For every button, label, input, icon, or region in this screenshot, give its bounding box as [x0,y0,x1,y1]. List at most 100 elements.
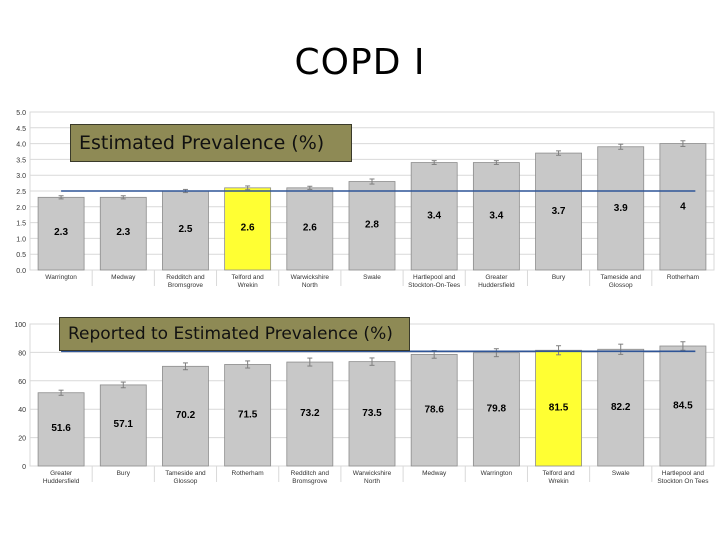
value-label: 73.5 [362,408,382,419]
error-bar [58,389,64,396]
bar [659,345,707,467]
y-tick-label: 5.0 [16,110,26,117]
category-label: Hartlepool and Stockton-On-Tees [408,274,461,289]
value-label: 2.8 [365,220,379,231]
value-label: 2.5 [179,224,193,235]
category-label: Medway [422,470,447,477]
bar [224,364,272,467]
y-tick-label: 40 [18,407,26,414]
y-tick-label: 1.0 [16,236,26,243]
category-label: Bury [552,274,566,281]
value-label: 79.8 [487,404,507,415]
bar [348,361,396,467]
reported-to-estimated-title: Reported to Estimated Prevalence (%) [59,317,410,351]
slide-title: COPD I [294,42,426,83]
error-bar [58,195,64,200]
category-label: Warrington [45,274,77,281]
category-label: Telford and Wrekin [542,470,575,485]
error-bar [431,160,437,165]
y-tick-label: 100 [14,322,26,329]
value-label: 81.5 [549,402,569,413]
category-label: Greater Huddersfield [43,470,80,485]
category-label: Bury [117,470,131,477]
category-label: Redditch and Bromsgrove [291,470,330,485]
bar [99,196,147,271]
bar [472,352,520,467]
value-label: 51.6 [51,423,71,434]
bar [99,384,147,467]
value-label: 71.5 [238,409,258,420]
error-bar [120,195,126,200]
category-label: Swale [363,274,381,281]
error-bar [556,345,562,356]
y-tick-label: 2.5 [16,189,26,196]
y-tick-label: 0.5 [16,252,26,259]
category-label: Telford and Wrekin [232,274,265,289]
error-bar [369,178,375,185]
category-label: Tameside and Glossop [165,470,206,485]
value-label: 82.2 [611,402,631,413]
y-tick-label: 60 [18,379,26,386]
y-tick-label: 4.0 [16,142,26,149]
value-label: 73.2 [300,408,320,419]
value-label: 70.2 [176,410,196,421]
value-label: 2.3 [54,227,68,238]
value-label: 2.6 [303,223,317,234]
category-label: Greater Huddersfield [478,274,515,289]
value-label: 57.1 [114,419,134,430]
y-tick-label: 0 [22,464,26,471]
error-bar [556,150,562,156]
bar [37,196,85,271]
category-label: Swale [612,470,630,477]
error-bar [307,185,313,190]
error-bar [618,343,624,355]
error-bar [493,160,499,165]
value-label: 78.6 [424,404,444,415]
bar [286,361,334,467]
error-bar [493,348,499,358]
bar [286,187,334,271]
category-label: Tameside and Glossop [600,274,641,289]
bar [535,152,582,271]
y-tick-label: 0.0 [16,268,26,275]
y-tick-label: 2.0 [16,205,26,212]
error-bar [680,140,686,147]
bar [659,143,707,271]
category-label: Rotherham [667,274,699,281]
bar [472,162,520,271]
y-tick-label: 1.5 [16,221,26,228]
estimated-prevalence-title: Estimated Prevalence (%) [70,124,352,162]
value-label: 2.3 [116,227,130,238]
value-label: 3.4 [489,210,503,221]
value-label: 3.7 [552,206,566,217]
category-label: Warwickshire North [291,274,330,289]
y-tick-label: 80 [18,350,26,357]
error-bar [680,341,686,351]
error-bar [245,360,251,369]
y-tick-label: 20 [18,436,26,443]
bar [535,349,582,467]
bar [162,190,209,271]
bar [410,162,458,271]
y-tick-label: 3.5 [16,157,26,164]
category-label: Warrington [481,470,513,477]
value-label: 3.4 [427,210,441,221]
category-label: Redditch and Bromsgrove [166,274,205,289]
error-bar [120,381,126,389]
category-label: Hartlepool and Stockton On Tees [657,470,709,485]
category-label: Rotherham [232,470,264,477]
error-bar [182,362,188,371]
reported-to-estimated-svg: 0 20 40 60 80 100 51.6 Greater Huddersfield 57.1 B… [14,322,715,485]
category-label: Medway [111,274,136,281]
y-tick-label: 4.5 [16,126,26,133]
error-bar [307,357,313,367]
value-label: 4 [680,201,686,212]
error-bar [618,143,624,150]
category-label: Warwickshire North [353,470,392,485]
value-label: 3.9 [614,203,628,214]
y-tick-label: 3.0 [16,173,26,180]
bar [410,353,458,467]
error-bar [245,185,251,191]
error-bar [369,357,375,366]
value-label: 84.5 [673,400,693,411]
